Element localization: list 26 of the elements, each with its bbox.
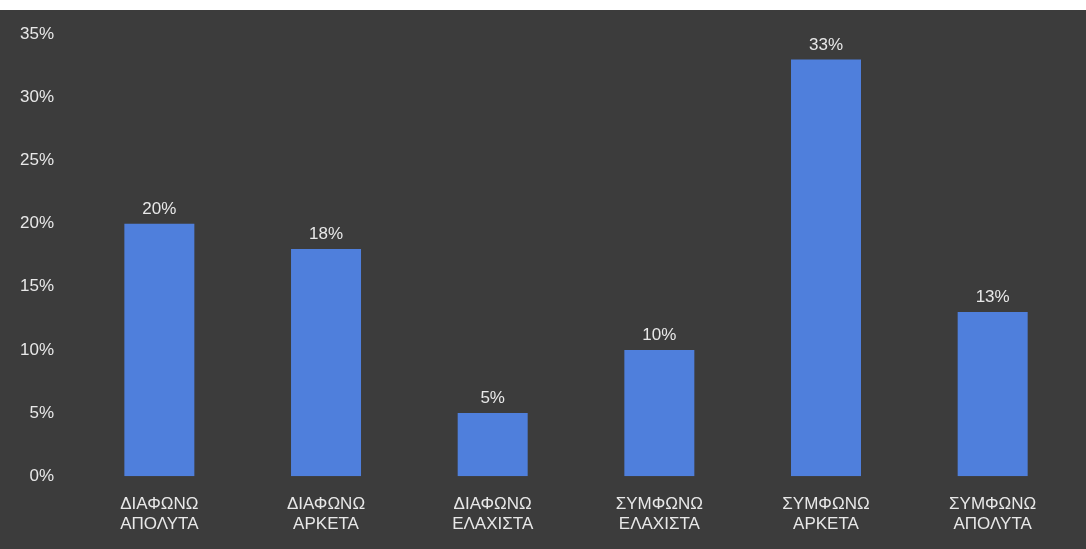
x-tick-label: ΣΥΜΦΩΝΩ ΑΠΟΛΥΤΑ [949,494,1037,534]
x-tick-label: ΣΥΜΦΩΝΩ ΑΡΚΕΤΑ [782,494,870,534]
y-tick-label: 0% [29,465,55,485]
data-label: 10% [642,325,677,345]
bar [124,223,195,477]
data-label: 18% [309,224,344,244]
y-tick-label: 10% [19,339,55,359]
y-tick-label: 15% [19,276,55,296]
data-label: 33% [808,34,844,54]
y-tick-label: 25% [19,150,55,170]
data-label: 5% [480,388,505,408]
x-tick-label: ΣΥΜΦΩΝΩ ΕΛΑΧΙΣΤΑ [615,494,703,534]
bar [957,312,1028,477]
y-tick-label: 35% [19,23,55,43]
bar [791,59,862,477]
data-label: 13% [975,287,1010,307]
y-tick-label: 20% [19,213,55,233]
x-tick-label: ΔΙΑΦΩΝΩ ΑΡΚΕΤΑ [286,494,366,534]
data-label: 20% [142,198,177,218]
y-tick-label: 30% [19,87,55,107]
x-tick-label: ΔΙΑΦΩΝΩ ΑΠΟΛΥΤΑ [120,494,200,534]
bar [291,248,362,477]
y-tick-label: 5% [29,402,55,422]
x-tick-label: ΔΙΑΦΩΝΩ ΕΛΑΧΙΣΤΑ [452,494,534,534]
bar [457,413,528,477]
bar [624,349,695,477]
